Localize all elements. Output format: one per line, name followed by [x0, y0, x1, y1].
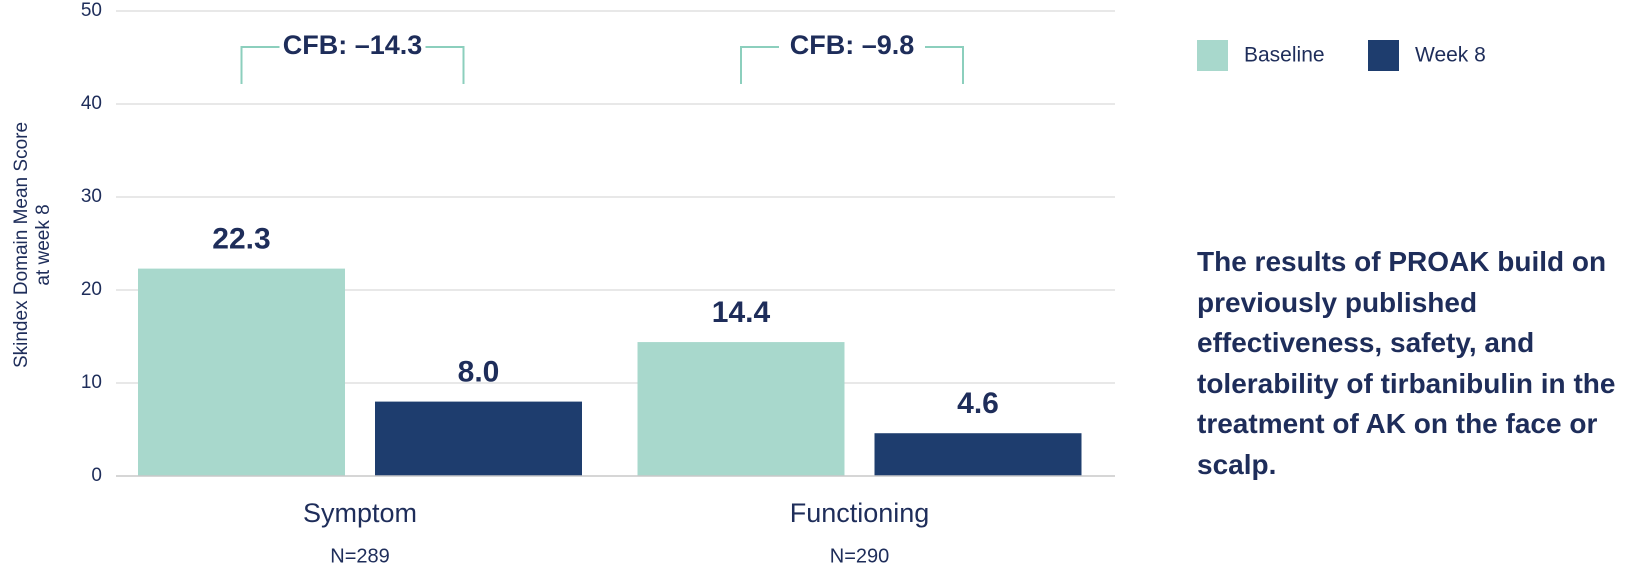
bar: [874, 433, 1082, 476]
category-note: N=290: [830, 545, 890, 565]
annotation: CFB: –14.3: [283, 30, 423, 60]
legend-label: Baseline: [1244, 44, 1325, 67]
value-label: 14.4: [712, 296, 771, 329]
y-tick-label: 40: [81, 93, 102, 114]
y-tick-label: 0: [91, 465, 102, 486]
legend-label: Week 8: [1415, 44, 1486, 67]
y-tick-label: 10: [81, 372, 102, 393]
legend-swatch: [1197, 40, 1228, 71]
y-axis-label-line: at week 8: [33, 204, 54, 285]
value-label: 22.3: [212, 223, 270, 256]
bracket: [740, 46, 964, 84]
bar: [637, 342, 845, 476]
bar: [375, 401, 582, 476]
annotation: CFB: –9.8: [790, 30, 915, 60]
x-tick-label: Symptom: [303, 498, 417, 528]
y-axis-label-line: Skindex Domain Mean Score: [11, 122, 32, 368]
value-label: 4.6: [957, 387, 999, 420]
side-text: The results of PROAK build on previously…: [1197, 246, 1616, 480]
y-tick-label: 20: [81, 279, 102, 300]
y-tick-label: 50: [81, 0, 102, 21]
x-tick-label: Functioning: [790, 498, 930, 528]
value-label: 8.0: [458, 356, 500, 389]
category-note: N=289: [330, 545, 390, 565]
y-tick-label: 30: [81, 186, 102, 207]
bracket: [240, 46, 465, 84]
y-axis-label: Skindex Domain Mean Scoreat week 8: [11, 122, 54, 368]
legend-swatch: [1368, 40, 1399, 71]
bar: [138, 268, 345, 476]
